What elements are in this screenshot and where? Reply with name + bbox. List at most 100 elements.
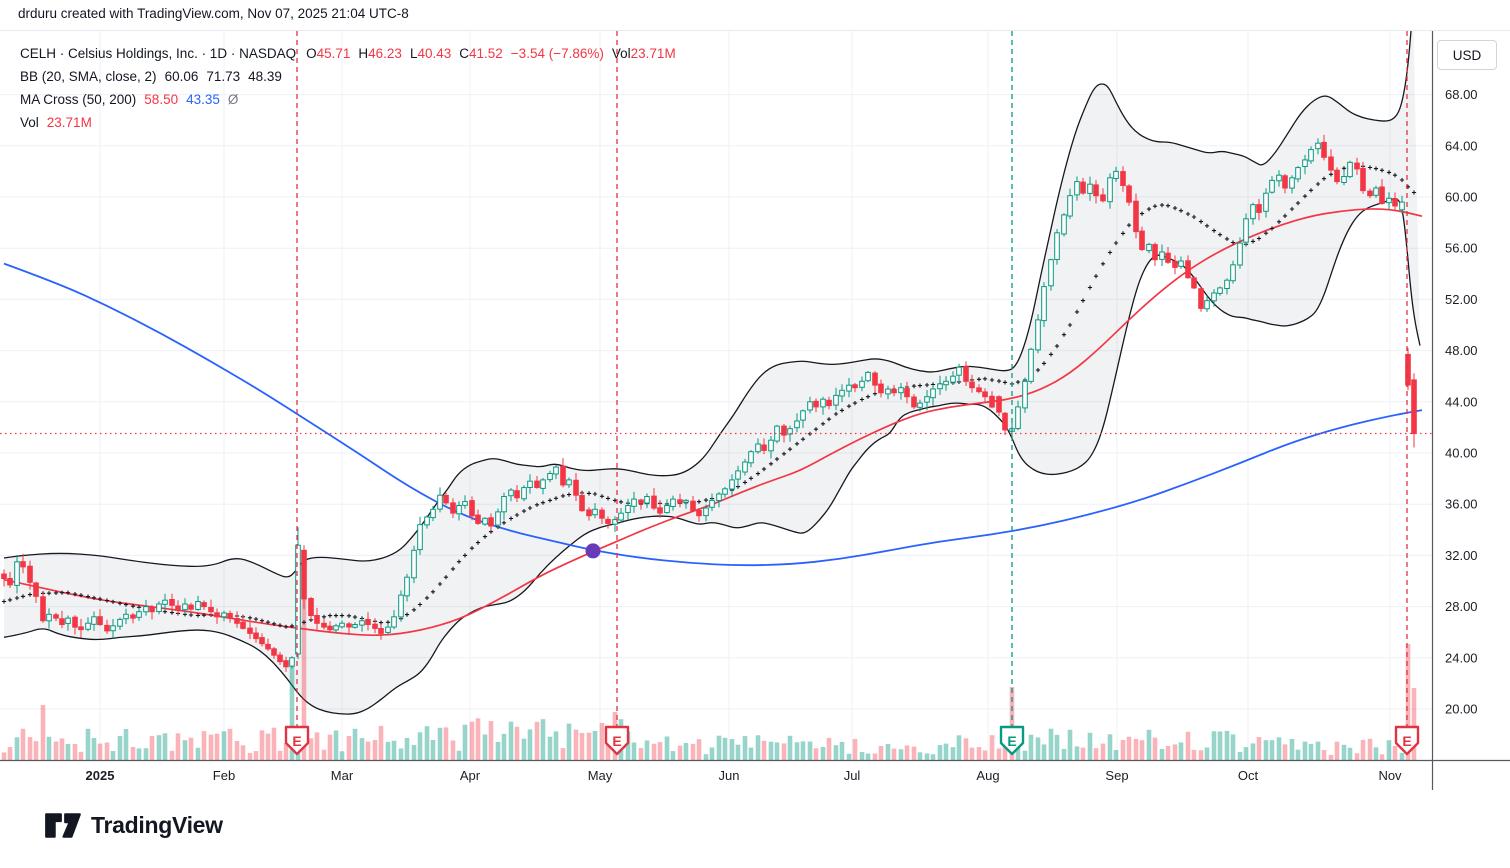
volume-bar [1269,740,1275,760]
legend-volume-row[interactable]: Vol 23.71M [20,111,676,134]
candle-body [742,461,748,473]
candle-body [878,383,884,394]
candle-body [372,623,378,629]
volume-bar [677,745,683,760]
volume-bar [573,729,579,760]
volume-bar [930,754,936,760]
price-tick-label: 56.00 [1445,241,1478,256]
volume-bar [1224,730,1230,760]
earnings-marker[interactable]: E [604,31,630,756]
candle-body [1002,412,1008,431]
candle-body [729,479,735,490]
candle-body [631,498,637,507]
volume-bar [1295,749,1301,760]
low-value: 40.43 [417,46,452,61]
volume-bar [33,741,39,760]
candle-body [1379,186,1385,204]
legend-symbol-row[interactable]: CELH · Celsius Holdings, Inc. · 1D · NAS… [20,42,676,65]
volume-bar [40,705,46,760]
attribution-text: drduru created with TradingView.com, Nov… [18,6,419,21]
earnings-marker[interactable]: E [999,31,1025,756]
candle-body [924,396,930,403]
earnings-badge[interactable] [604,725,630,756]
volume-bar [956,735,962,760]
volume-bar [1198,750,1204,760]
candle-body [696,510,702,517]
candle-body [1263,192,1269,212]
month-label: Aug [976,768,999,783]
candle-body [807,401,813,411]
candle-body [703,507,709,517]
volume-bar [424,726,430,760]
bb-upper-value: 71.73 [206,69,241,84]
bollinger-upper-line [3,31,1412,578]
volume-bar [359,738,365,760]
volume-bar [527,729,533,760]
candle-body [501,496,507,513]
candle-body [618,512,624,521]
candle-body [156,603,162,612]
legend-macross-row[interactable]: MA Cross (50, 200) 58.50 43.35 Ø [20,88,676,111]
candle-body [670,498,676,508]
candle-body [417,524,423,551]
candle-body [1399,201,1405,211]
volume-bar [398,748,404,760]
volume-bar [924,753,930,760]
volume-bar [162,733,168,760]
volume-bar [1133,738,1139,760]
volume-bar [391,740,397,760]
candle-body [768,439,774,452]
volume-bar [917,752,923,760]
candle-body [1224,279,1230,290]
volume-bar [321,749,327,760]
candle-body [1113,170,1119,179]
volume-bar [1386,740,1392,760]
earnings-badge[interactable] [1394,725,1420,756]
candle-body [462,501,468,506]
symbol-title: CELH · Celsius Holdings, Inc. · 1D · NAS… [20,46,297,61]
candle-body [1334,169,1340,183]
candle-body [917,402,923,408]
volume-bar [703,754,709,760]
month-label: Oct [1238,768,1259,783]
ma-cross-marker[interactable] [585,543,601,559]
candle-body [657,507,663,514]
currency-label: USD [1452,47,1482,63]
volume-bar [169,750,175,760]
earnings-badge[interactable] [284,725,310,756]
volume-bar [456,750,462,760]
price-tick-label: 40.00 [1445,446,1478,461]
time-axis[interactable]: 2025 Feb Mar Apr May Jun Jul Aug Sep Oct Nov [86,768,1403,783]
legend-bb-row[interactable]: BB (20, SMA, close, 2) 60.06 71.73 48.39 [20,65,676,88]
open-label: O [306,46,317,61]
cross-value: Ø [227,92,239,107]
volume-bar [1022,750,1028,760]
candle-body [579,495,585,512]
candle-body [1373,187,1379,196]
volume-bar [27,737,33,760]
candle-body [716,493,722,501]
earnings-badge[interactable] [999,725,1025,756]
tradingview-logo[interactable]: TradingView [44,812,223,839]
price-axis[interactable]: 68.00 64.00 60.00 56.00 52.00 48.00 44.00 40.00… [1445,87,1478,716]
candle-body [214,612,220,618]
currency-button[interactable]: USD [1437,40,1497,70]
close-label: C [459,46,469,61]
earnings-marker[interactable]: E [1394,31,1420,756]
volume-bar [411,744,417,760]
volume-bar [768,741,774,760]
volume-bar [1367,738,1373,760]
candle-body [534,480,540,489]
candle-body [1217,287,1223,294]
vol-title: Vol [20,115,39,130]
volume-bar [729,739,735,760]
price-tick-label: 36.00 [1445,497,1478,512]
candle-body [398,594,404,618]
volume-bar [696,739,702,760]
volume-bar [1152,737,1158,760]
volume-bar [982,750,988,760]
volume-bar [7,747,13,760]
volume-bar [547,736,553,760]
earnings-marker[interactable]: E [284,31,310,756]
